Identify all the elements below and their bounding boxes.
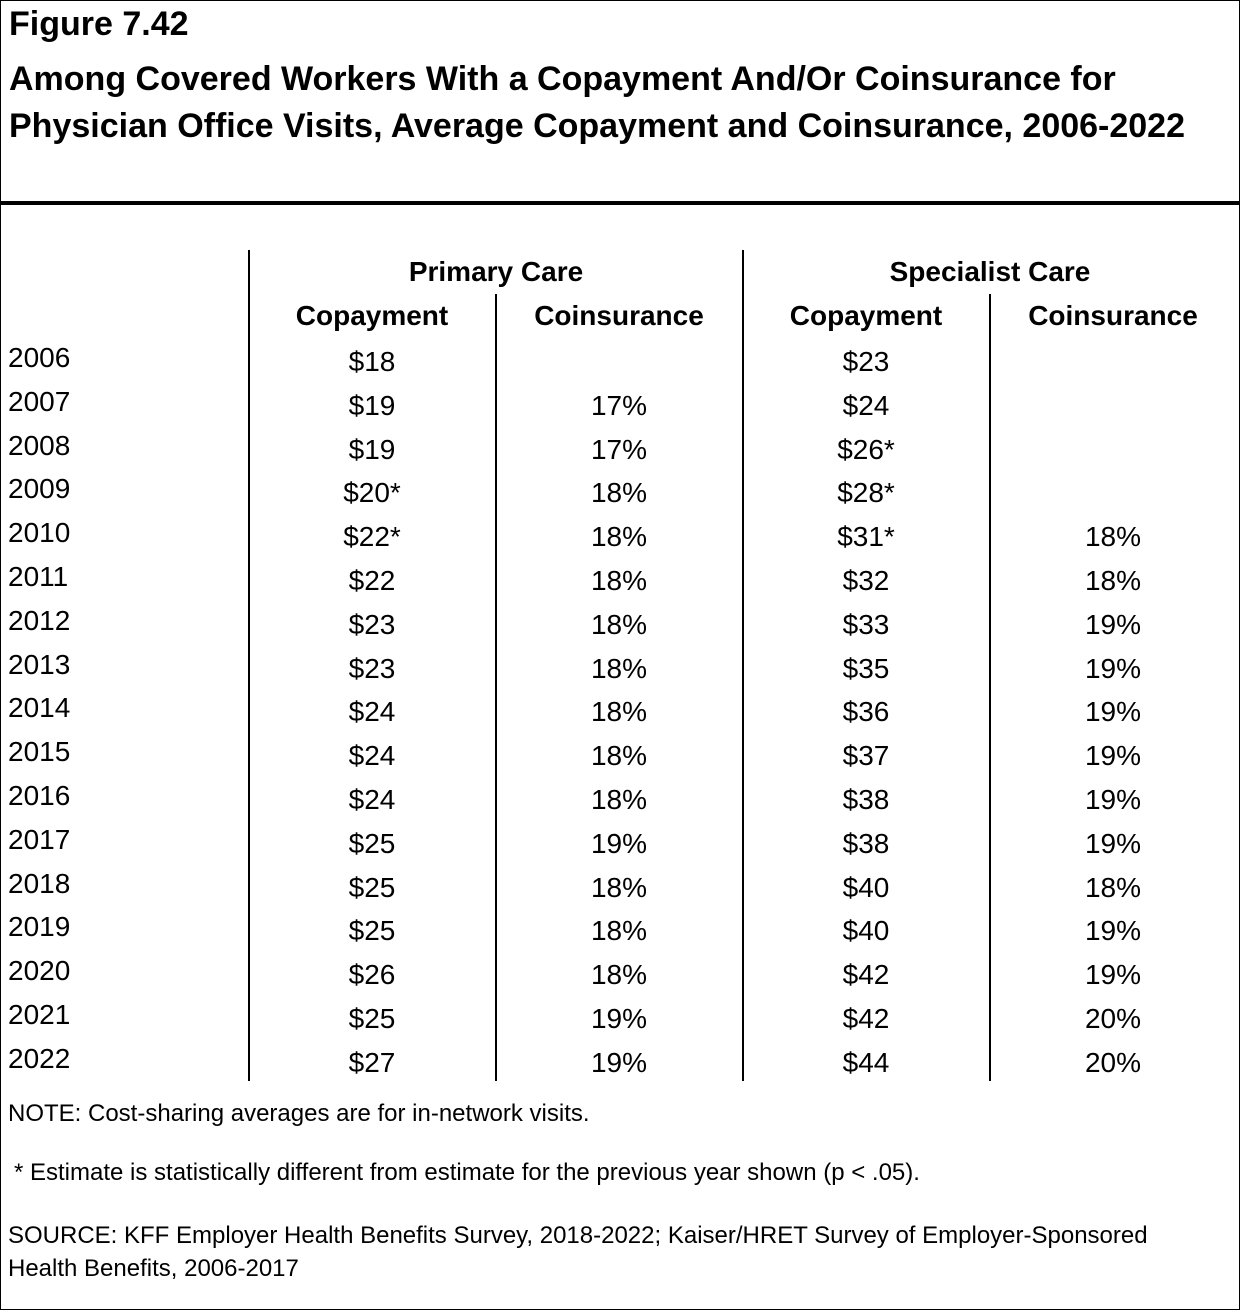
table-cell: $24 [842, 389, 890, 421]
column-header: Copayment [789, 300, 943, 331]
table-cell: 18% [1084, 565, 1142, 596]
column-header: Coinsurance [1028, 300, 1198, 331]
table-cell: $23 [348, 652, 396, 684]
row-year: 2020 [8, 955, 71, 987]
table-cell: 18% [590, 696, 648, 728]
table-cell: $19 [348, 433, 396, 465]
table-cell: 18% [1084, 521, 1142, 553]
row-year: 2009 [8, 473, 71, 505]
table-cell: 18% [590, 565, 648, 596]
table-cell: $24 [348, 696, 396, 728]
table-cell: $24 [348, 740, 396, 772]
table-cell: $23 [842, 346, 890, 377]
table-cell: 19% [1084, 959, 1142, 991]
table-cell: $19 [348, 389, 396, 421]
table-cell: $28* [837, 477, 895, 509]
table-cell: 17% [590, 389, 648, 421]
table-cell: 18% [590, 608, 648, 640]
column-separator [742, 250, 744, 1081]
significance-note: * Estimate is statistically different fr… [14, 1159, 920, 1186]
row-year: 2017 [8, 823, 71, 855]
table-cell: 18% [1084, 871, 1142, 903]
table-cell: $24 [348, 784, 396, 815]
column-separator [248, 250, 250, 1081]
table-cell: 19% [1084, 915, 1142, 947]
table-cell: $26 [348, 959, 396, 991]
row-year: 2006 [8, 342, 71, 373]
table-cell: $32 [842, 565, 890, 596]
row-year: 2007 [8, 385, 71, 417]
column-separator [495, 294, 497, 1081]
table-cell: 19% [1084, 740, 1142, 772]
table-cell: $25 [348, 1003, 396, 1034]
table-cell: 18% [590, 871, 648, 903]
note-text: NOTE: Cost-sharing averages are for in-n… [8, 1100, 590, 1127]
row-year: 2012 [8, 604, 71, 636]
table-cell: 18% [590, 784, 648, 815]
table-cell: 19% [1084, 608, 1142, 640]
table-cell: $25 [348, 915, 396, 947]
group-header: Primary Care [408, 256, 584, 287]
table-cell: $36 [842, 696, 890, 728]
table-cell: $22* [343, 521, 401, 553]
table-cell: 19% [590, 1003, 648, 1034]
figure-title: Among Covered Workers With a Copayment A… [9, 60, 1186, 145]
table-cell: 19% [1084, 784, 1142, 815]
column-header: Coinsurance [534, 300, 704, 331]
table-cell: $38 [842, 784, 890, 815]
table-cell: $38 [842, 827, 890, 859]
table-cell: $37 [842, 740, 890, 772]
row-year: 2013 [8, 648, 71, 680]
table-cell: $22 [348, 565, 396, 596]
row-year: 2021 [8, 999, 71, 1030]
table-cell: 20% [1084, 1046, 1142, 1078]
table-cell: 17% [590, 433, 648, 465]
table-cell: 19% [1084, 652, 1142, 684]
table-cell: 19% [1084, 696, 1142, 728]
table-cell: $42 [842, 1003, 890, 1034]
row-year: 2011 [8, 561, 69, 592]
table-cell: $26* [837, 433, 895, 465]
table-cell: $23 [348, 608, 396, 640]
table-cell: $20* [343, 477, 401, 509]
table-cell: 18% [590, 652, 648, 684]
table-cell: 20% [1084, 1003, 1142, 1034]
table-cell: $42 [842, 959, 890, 991]
table-cell: $35 [842, 652, 890, 684]
title-divider [0, 201, 1240, 205]
table-cell: $27 [348, 1046, 396, 1078]
table-cell: 18% [590, 521, 648, 553]
row-year: 2018 [8, 867, 71, 899]
table-cell: $25 [348, 827, 396, 859]
table-cell: 18% [590, 915, 648, 947]
source-note: SOURCE: KFF Employer Health Benefits Sur… [8, 1222, 1148, 1282]
table-cell: 18% [590, 740, 648, 772]
table-cell: $31* [837, 521, 895, 553]
column-separator [989, 294, 991, 1081]
table-cell: 19% [1084, 827, 1142, 859]
table-cell: $18 [348, 346, 396, 377]
row-year: 2008 [8, 429, 71, 461]
table-cell: 19% [590, 827, 648, 859]
table-cell: 18% [590, 959, 648, 991]
group-header: Specialist Care [889, 256, 1091, 287]
column-header: Copayment [295, 300, 449, 331]
table-cell: $25 [348, 871, 396, 903]
table-cell: $40 [842, 915, 890, 947]
row-year: 2014 [8, 692, 71, 724]
table-cell: $40 [842, 871, 890, 903]
table-cell: 19% [590, 1046, 648, 1078]
row-year: 2015 [8, 736, 71, 768]
row-year: 2016 [8, 780, 71, 811]
table-cell: $33 [842, 608, 890, 640]
table-cell: $44 [842, 1046, 890, 1078]
row-year: 2010 [8, 517, 71, 549]
figure-number: Figure 7.42 [9, 5, 189, 43]
row-year: 2022 [8, 1042, 71, 1074]
row-year: 2019 [8, 911, 71, 943]
table-cell: 18% [590, 477, 648, 509]
